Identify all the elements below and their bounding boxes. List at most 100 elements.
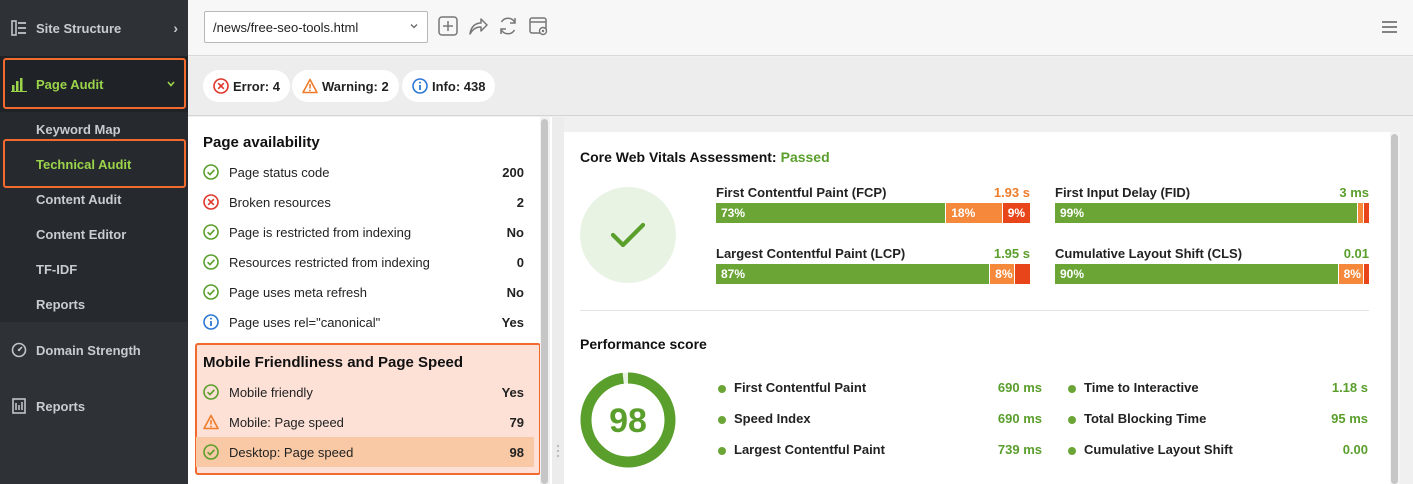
sidebar-subitem-reports[interactable]: Reports (0, 287, 188, 322)
performance-metric-label: Largest Contentful Paint (734, 442, 885, 457)
check-row[interactable]: Page is restricted from indexing No (196, 217, 534, 247)
distribution-bar: 87% 8% (716, 264, 1030, 284)
sidebar-subitem-keyword-map[interactable]: Keyword Map (0, 112, 188, 147)
cwv-metric-value: 1.93 s (993, 185, 1030, 200)
performance-metric-value: 739 ms (997, 442, 1042, 457)
check-label: Page uses meta refresh (229, 284, 368, 300)
check-row[interactable]: Resources restricted from indexing 0 (196, 247, 534, 277)
good-segment: 90% (1055, 264, 1338, 284)
performance-metric-value: 0.00 (1342, 442, 1368, 457)
performance-metric: Speed Index 690 ms (716, 411, 1042, 429)
error-icon (213, 78, 229, 94)
scrollbar-thumb[interactable] (541, 119, 548, 484)
left-scrollbar[interactable] (540, 117, 550, 484)
section-title-page-availability: Page availability (203, 134, 320, 151)
performance-title: Performance score (580, 336, 707, 352)
sidebar-item-domain-strength[interactable]: Domain Strength (0, 322, 188, 378)
cwv-title-text: Core Web Vitals Assessment: (580, 149, 777, 165)
sidebar-subitem-label: Reports (36, 297, 86, 312)
needs-improvement-segment: 18% (945, 203, 1002, 223)
check-label: Resources restricted from indexing (229, 254, 430, 270)
needs-improvement-segment (1357, 203, 1363, 223)
error-filter-button[interactable]: Error: 4 (203, 70, 290, 102)
share-icon[interactable] (467, 15, 489, 37)
check-label: Page status code (229, 164, 330, 180)
check-row[interactable]: Broken resources 2 (196, 187, 534, 217)
page-audit-submenu: Keyword Map Technical Audit Content Audi… (0, 112, 188, 322)
section-title-mobile-friendliness: Mobile Friendliness and Page Speed (203, 354, 464, 371)
add-page-icon[interactable] (437, 15, 459, 37)
cwv-title: Core Web Vitals Assessment: Passed (580, 149, 830, 165)
check-value: 2 (516, 194, 524, 210)
status-dot (718, 447, 726, 455)
sidebar-subitem-label: Technical Audit (36, 157, 132, 172)
sidebar: Site Structure › Page Audit Keyword Map … (0, 0, 188, 484)
cwv-metric-value: 3 ms (1339, 185, 1369, 200)
drag-handle-icon (556, 444, 560, 458)
chevron-down-icon (410, 24, 418, 29)
warning-filter-button[interactable]: Warning: 2 (292, 70, 399, 102)
check-circle-icon (203, 444, 219, 460)
sidebar-subitem-label: Content Editor (36, 227, 127, 242)
browser-settings-icon[interactable] (528, 15, 550, 37)
section-divider (580, 310, 1369, 311)
performance-metric: First Contentful Paint 690 ms (716, 380, 1042, 398)
check-row[interactable]: Page status code 200 (196, 157, 534, 187)
hamburger-menu-icon[interactable] (1382, 20, 1397, 34)
info-filter-button[interactable]: Info: 438 (402, 70, 496, 102)
check-row[interactable]: Desktop: Page speed 98 (196, 437, 534, 467)
check-label: Desktop: Page speed (229, 444, 354, 460)
performance-metric-value: 95 ms (1331, 411, 1368, 426)
sidebar-item-page-audit[interactable]: Page Audit (0, 56, 188, 112)
sidebar-item-site-structure[interactable]: Site Structure › (0, 0, 188, 56)
panel-splitter[interactable] (552, 117, 564, 484)
refresh-icon[interactable] (497, 15, 519, 37)
distribution-bar: 90% 8% (1055, 264, 1369, 284)
check-circle-icon (203, 384, 219, 400)
check-value: Yes (501, 314, 524, 330)
page-audit-highlight (3, 58, 186, 109)
sidebar-subitem-content-audit[interactable]: Content Audit (0, 182, 188, 217)
info-count: Info: 438 (432, 78, 486, 94)
status-dot (1068, 416, 1076, 424)
checkmark-icon (610, 222, 646, 248)
technical-audit-highlight (3, 139, 186, 188)
performance-metric-label: First Contentful Paint (734, 380, 867, 395)
poor-segment (1363, 203, 1369, 223)
site-structure-icon (11, 20, 26, 36)
sidebar-subitem-content-editor[interactable]: Content Editor (0, 217, 188, 252)
performance-metric: Total Blocking Time 95 ms (1066, 411, 1368, 429)
sidebar-item-label: Site Structure (36, 20, 122, 36)
warning-count: Warning: 2 (322, 78, 389, 94)
check-value: No (506, 284, 524, 300)
cwv-metric: Cumulative Layout Shift (CLS) 0.01 90% 8% (1055, 246, 1369, 286)
check-row[interactable]: Mobile: Page speed 79 (196, 407, 534, 437)
check-row[interactable]: Page uses rel="canonical" Yes (196, 307, 534, 337)
performance-metric: Largest Contentful Paint 739 ms (716, 442, 1042, 460)
sidebar-subitem-technical-audit[interactable]: Technical Audit (0, 147, 188, 182)
poor-segment (1014, 264, 1030, 284)
needs-improvement-segment: 8% (989, 264, 1015, 284)
cwv-metric-name: Cumulative Layout Shift (CLS) (1055, 246, 1243, 261)
check-circle-icon (203, 284, 219, 300)
cwv-metric-name: First Contentful Paint (FCP) (716, 185, 887, 200)
cwv-status: Passed (780, 149, 830, 165)
sidebar-item-reports[interactable]: Reports (0, 378, 188, 434)
check-label: Page is restricted from indexing (229, 224, 412, 240)
cwv-metric-name: Largest Contentful Paint (LCP) (716, 246, 906, 261)
sidebar-subitem-tf-idf[interactable]: TF-IDF (0, 252, 188, 287)
url-select[interactable]: /news/free-seo-tools.html (204, 11, 428, 43)
performance-metric-value: 690 ms (997, 380, 1042, 395)
error-icon (203, 194, 219, 210)
warning-icon (302, 78, 318, 94)
cwv-metric-value: 0.01 (1343, 246, 1369, 261)
info-icon (203, 314, 219, 330)
performance-score-value: 98 (609, 402, 647, 440)
right-scrollbar[interactable] (1390, 132, 1400, 484)
good-segment: 99% (1055, 203, 1357, 223)
scrollbar-thumb[interactable] (1391, 134, 1398, 484)
url-value: /news/free-seo-tools.html (213, 19, 359, 35)
check-value: 0 (516, 254, 524, 270)
check-row[interactable]: Page uses meta refresh No (196, 277, 534, 307)
check-row[interactable]: Mobile friendly Yes (196, 377, 534, 407)
